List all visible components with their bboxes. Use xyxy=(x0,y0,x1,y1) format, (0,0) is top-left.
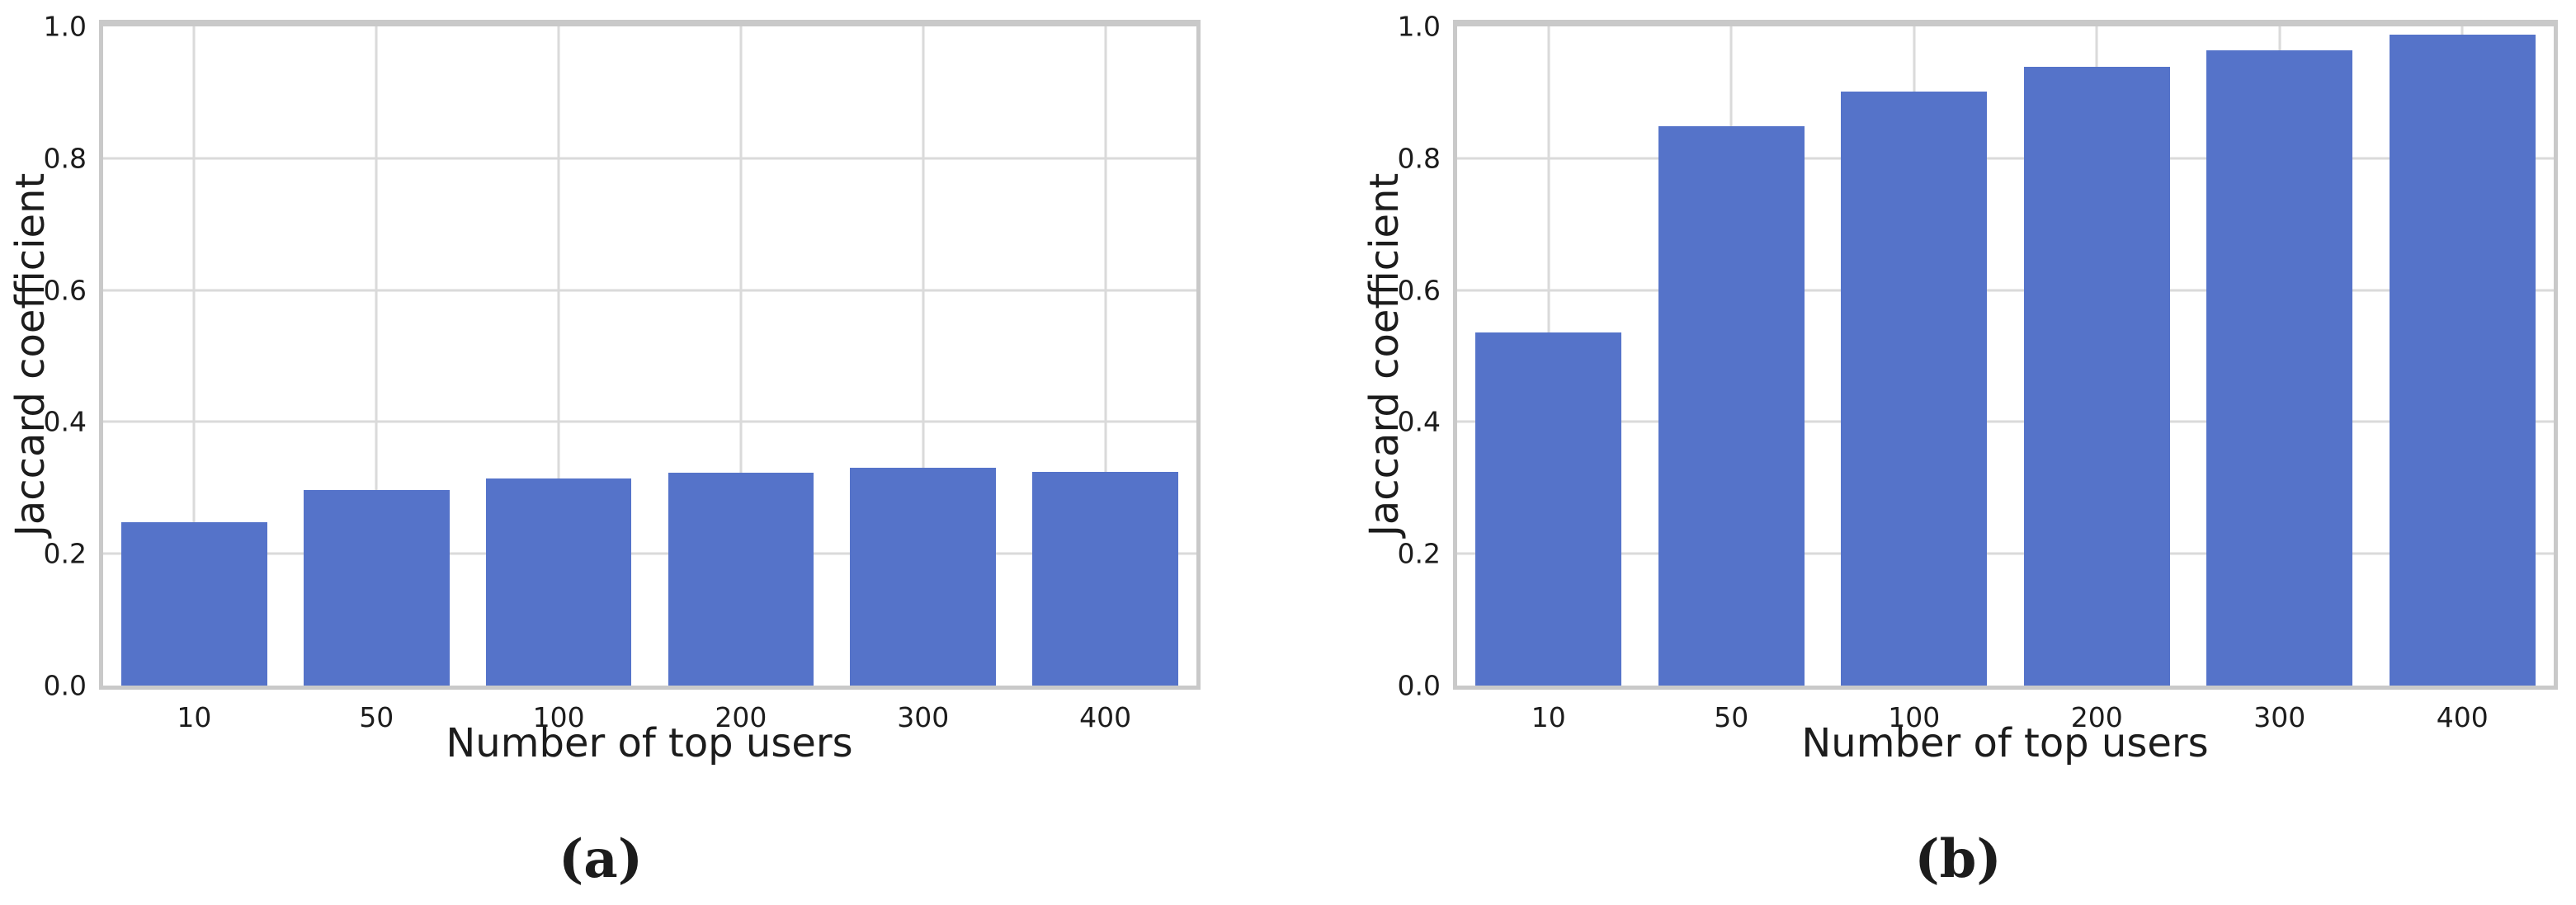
x-axis-label-right: Number of top users xyxy=(1801,720,2209,766)
y-tick-label: 1.0 xyxy=(43,10,87,43)
horizontal-gridline xyxy=(1457,157,2554,160)
plot-area-left: 0.0 0.2 0.4 0.6 0.8 1.0 10 50 100 200 300 400 xyxy=(44,13,1201,731)
vertical-gridline xyxy=(192,26,196,686)
x-tick-label: 400 xyxy=(1079,701,1132,733)
bar-200 xyxy=(668,472,814,686)
plot-inner-left: 0.0 0.2 0.4 0.6 0.8 1.0 10 50 100 200 300 400 xyxy=(44,13,1196,731)
plot-inner-right: 0.0 0.2 0.4 0.6 0.8 1.0 10 50 100 200 300 400 xyxy=(1398,13,2554,731)
x-tick-label: 300 xyxy=(897,701,950,733)
horizontal-gridline xyxy=(103,552,1196,555)
y-tick-label: 0.8 xyxy=(43,142,87,175)
vertical-gridline xyxy=(1104,26,1107,686)
y-tick-label: 0.8 xyxy=(1397,142,1441,175)
y-tick-label: 1.0 xyxy=(1397,10,1441,43)
y-tick-label: 0.2 xyxy=(1397,537,1441,570)
x-tick-label: 10 xyxy=(1531,701,1566,733)
bar-100 xyxy=(485,478,632,686)
subfigure-caption-a: (a) xyxy=(558,828,644,890)
x-tick-label: 200 xyxy=(715,701,767,733)
x-tick-label: 300 xyxy=(2253,701,2306,733)
bar-100 xyxy=(1841,92,1988,686)
bar-50 xyxy=(1658,126,1805,686)
horizontal-gridline xyxy=(103,157,1196,160)
bar-300 xyxy=(850,468,997,686)
vertical-gridline xyxy=(922,26,925,686)
bar-400 xyxy=(1032,472,1178,686)
x-tick-label: 10 xyxy=(177,701,212,733)
x-tick-label: 50 xyxy=(359,701,394,733)
bar-400 xyxy=(2389,34,2536,686)
x-tick-label: 400 xyxy=(2436,701,2489,733)
y-tick-label: 0.2 xyxy=(43,537,87,570)
bar-10 xyxy=(1475,332,1622,686)
bar-300 xyxy=(2206,49,2353,686)
y-tick-label: 0.0 xyxy=(1397,669,1441,702)
y-axis-label-left: Jaccard coefficient xyxy=(7,172,54,537)
horizontal-gridline xyxy=(1457,420,2554,423)
y-tick-label: 0.4 xyxy=(43,405,87,438)
y-tick-label: 0.6 xyxy=(43,274,87,307)
subfigure-caption-b: (b) xyxy=(1914,828,2002,890)
horizontal-gridline xyxy=(103,420,1196,423)
y-axis-label-right: Jaccard coefficient xyxy=(1361,172,1408,537)
vertical-gridline xyxy=(375,26,378,686)
vertical-gridline xyxy=(739,26,743,686)
x-tick-label: 50 xyxy=(1714,701,1749,733)
y-tick-label: 0.6 xyxy=(1397,274,1441,307)
bar-50 xyxy=(303,489,450,686)
x-axis-label-left: Number of top users xyxy=(446,720,853,766)
x-tick-label: 100 xyxy=(532,701,585,733)
x-tick-label: 100 xyxy=(1888,701,1941,733)
y-tick-label: 0.0 xyxy=(43,669,87,702)
bar-200 xyxy=(2023,66,2170,686)
horizontal-gridline xyxy=(103,289,1196,292)
x-tick-label: 200 xyxy=(2070,701,2123,733)
vertical-gridline xyxy=(557,26,560,686)
y-tick-label: 0.4 xyxy=(1397,405,1441,438)
plot-area-right: 0.0 0.2 0.4 0.6 0.8 1.0 10 50 100 200 300 400 xyxy=(1398,13,2558,731)
bar-10 xyxy=(121,521,267,686)
horizontal-gridline xyxy=(1457,552,2554,555)
horizontal-gridline xyxy=(1457,289,2554,292)
